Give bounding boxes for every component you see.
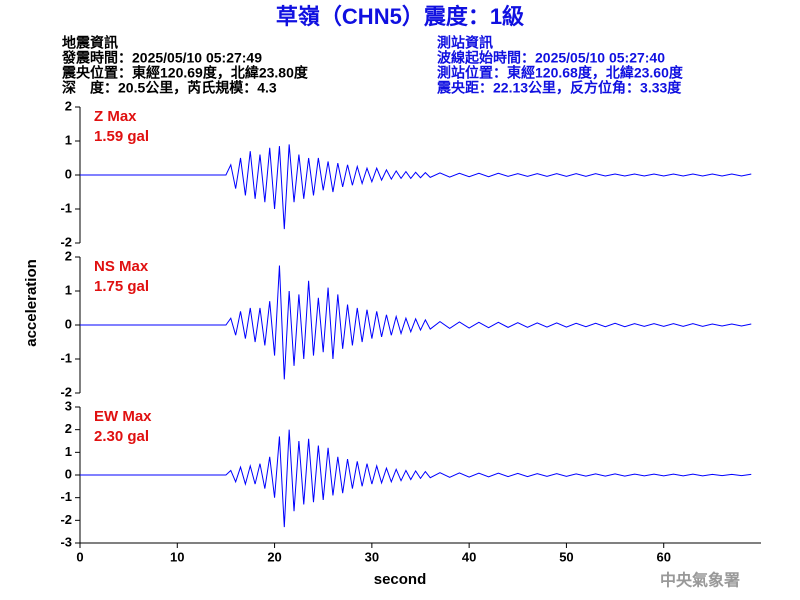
y-tick-label: 2 bbox=[65, 421, 72, 436]
y-tick-label: -1 bbox=[60, 350, 72, 365]
y-tick-label: 0 bbox=[65, 316, 72, 331]
x-tick-label: 20 bbox=[267, 549, 281, 564]
y-tick-label: 3 bbox=[65, 398, 72, 413]
event-info: 深 度：20.5公里，芮氏規模：4.3 bbox=[62, 80, 277, 96]
waveform bbox=[80, 144, 752, 230]
y-tick-label: 1 bbox=[65, 444, 72, 459]
y-tick-label: -1 bbox=[60, 489, 72, 504]
waveform bbox=[80, 429, 752, 528]
station-info: 震央距：22.13公里，反方位角：3.33度 bbox=[436, 80, 682, 96]
panel-max: 1.75 gal bbox=[94, 278, 149, 295]
panel-label: Z Max bbox=[94, 108, 137, 125]
y-tick-label: 2 bbox=[65, 248, 72, 263]
y-tick-label: 1 bbox=[65, 282, 72, 297]
event-info: 發震時間：2025/05/10 05:27:49 bbox=[61, 50, 262, 66]
panel-max: 1.59 gal bbox=[94, 128, 149, 145]
x-tick-label: 0 bbox=[76, 549, 83, 564]
station-info: 測站資訊 bbox=[437, 35, 493, 51]
y-tick-label: 0 bbox=[65, 466, 72, 481]
x-tick-label: 30 bbox=[365, 549, 379, 564]
agency-watermark: 中央氣象署 bbox=[660, 571, 740, 590]
y-tick-label: -2 bbox=[60, 234, 72, 249]
waveform bbox=[80, 265, 752, 380]
y-tick-label: -3 bbox=[60, 534, 72, 549]
y-tick-label: -2 bbox=[60, 384, 72, 399]
x-tick-label: 50 bbox=[559, 549, 573, 564]
event-info: 震央位置：東經120.69度，北緯23.80度 bbox=[61, 65, 309, 81]
panel-max: 2.30 gal bbox=[94, 428, 149, 445]
x-tick-label: 10 bbox=[170, 549, 184, 564]
y-axis-label: acceleration bbox=[23, 259, 40, 347]
chart-title: 草嶺（CHN5）震度：1級 bbox=[276, 4, 524, 29]
y-tick-label: -1 bbox=[60, 200, 72, 215]
x-tick-label: 60 bbox=[656, 549, 670, 564]
panel-label: NS Max bbox=[94, 258, 149, 275]
y-tick-label: 1 bbox=[65, 132, 72, 147]
y-tick-label: 2 bbox=[65, 98, 72, 113]
x-axis-label: second bbox=[374, 571, 427, 588]
panel-label: EW Max bbox=[94, 408, 152, 425]
station-info: 測站位置：東經120.68度，北緯23.60度 bbox=[437, 65, 684, 81]
event-info: 地震資訊 bbox=[62, 35, 118, 51]
y-tick-label: -2 bbox=[60, 512, 72, 527]
x-tick-label: 40 bbox=[462, 549, 476, 564]
y-tick-label: 0 bbox=[65, 166, 72, 181]
station-info: 波線起始時間：2025/05/10 05:27:40 bbox=[437, 50, 665, 66]
